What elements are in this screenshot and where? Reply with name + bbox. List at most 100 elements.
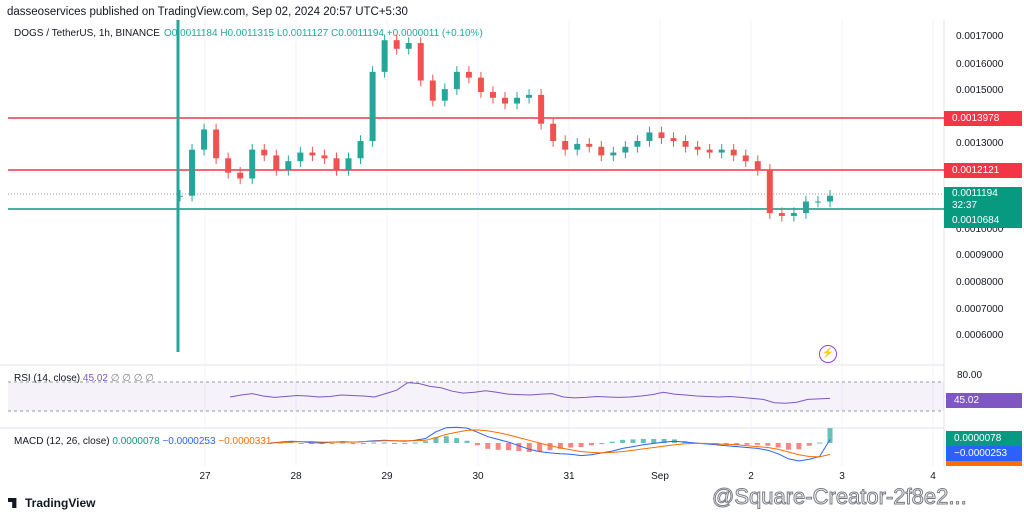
time-label: 31 — [563, 471, 575, 482]
time-label: 3 — [839, 471, 845, 482]
candle-body — [321, 155, 328, 159]
macd-hist-bar — [620, 439, 626, 443]
candle-body — [827, 195, 833, 202]
candle-body — [682, 141, 689, 147]
candle-body — [718, 149, 725, 153]
candle-body — [538, 94, 545, 124]
candle-body — [357, 141, 364, 159]
macd-hist-bar — [267, 443, 273, 444]
tradingview-logo[interactable]: TradingView — [8, 496, 95, 510]
candle-body — [417, 43, 424, 81]
macd-hist-bar — [464, 440, 470, 443]
candle-body — [369, 71, 376, 142]
candle-body — [742, 155, 749, 162]
current-price-tag: 0.0011194 32:37 — [944, 187, 1022, 213]
price-tick: 0.0015000 — [956, 85, 1004, 96]
candle-body — [213, 129, 220, 159]
candle-body — [514, 97, 521, 104]
candle-body — [273, 155, 280, 170]
macd-hist-bar — [651, 438, 657, 443]
candle-body — [634, 141, 641, 147]
price-tick: 0.0008000 — [956, 277, 1004, 288]
macd-tag: 0.0000078 — [946, 431, 1022, 446]
brand-name: TradingView — [25, 496, 96, 510]
bar-countdown: 32:37 — [952, 200, 978, 211]
macd-hist-bar — [827, 428, 833, 443]
macd-hist-bar — [308, 443, 314, 444]
candle-body — [225, 158, 232, 173]
macd-hist-bar — [817, 442, 823, 444]
macd-hist-bar — [630, 439, 636, 443]
candle-body — [261, 149, 268, 156]
macd-hist-bar — [288, 442, 294, 444]
macd-hist-bar — [806, 443, 812, 446]
candle-body — [309, 152, 316, 156]
candle-body — [622, 146, 629, 153]
symbol-legend: DOGS / TetherUS, 1h, BINANCE O0.0011184 H… — [14, 28, 483, 39]
macd-hist-bar — [350, 443, 356, 444]
macd-hist-bar — [423, 441, 429, 443]
watermark-text: @Square-Creator-2f8e2... — [712, 484, 968, 510]
ohlc-values: O0.0011184 H0.0011315 L0.0011127 C0.0011… — [163, 28, 483, 39]
macd-hist-bar — [371, 442, 377, 444]
macd-hist-bar — [588, 443, 594, 446]
hist-value: −0.0000331 — [218, 436, 272, 447]
macd-hist-bar — [381, 442, 387, 444]
macd-hist-bar — [537, 443, 543, 452]
rsi-title: RSI (14, close) — [14, 373, 81, 384]
macd-histogram — [267, 428, 833, 452]
macd-hist-bar — [329, 443, 335, 444]
macd-hist-bar — [796, 443, 802, 450]
candle-body — [754, 161, 761, 170]
macd-legend[interactable]: MACD (12, 26, close) 0.0000078 −0.000025… — [14, 436, 271, 447]
lightning-icon[interactable]: ⚡ — [819, 345, 837, 363]
candle-body — [285, 161, 292, 170]
macd-hist-bar — [786, 443, 792, 450]
candle-body — [189, 149, 196, 196]
macd-value: 0.0000078 — [112, 436, 160, 447]
rsi-value: 45.02 — [82, 373, 108, 384]
macd-hist-bar — [298, 443, 304, 444]
level-tag-upper: 0.0013978 — [944, 111, 1022, 126]
macd-hist-bar — [734, 443, 740, 445]
candle-body — [778, 213, 785, 216]
time-label: Sep — [651, 471, 669, 482]
candle-body — [694, 146, 701, 150]
macd-hist-bar — [506, 443, 512, 451]
rsi-tag: 45.02 — [946, 393, 1022, 408]
candle-body — [345, 158, 352, 170]
macd-hist-bar — [516, 443, 522, 452]
candle-body — [502, 97, 508, 104]
macd-hist-bar — [495, 443, 501, 450]
price-axis[interactable]: 0.0017000 0.0016000 0.0015000 0.0013000 … — [944, 25, 1024, 360]
time-label: 2 — [748, 471, 754, 482]
symbol-name[interactable]: DOGS / TetherUS, 1h, BINANCE — [14, 28, 160, 39]
time-label: 27 — [199, 471, 211, 482]
tradingview-logo-icon — [8, 498, 17, 508]
current-price-value: 0.0011194 — [952, 188, 998, 199]
hist-tag — [946, 461, 1022, 466]
macd-hist-bar — [578, 443, 584, 448]
rsi-legend[interactable]: RSI (14, close) 45.02 ∅ ∅ ∅ ∅ — [14, 373, 154, 384]
candle-body — [562, 141, 569, 150]
price-tick: 0.0017000 — [956, 31, 1004, 42]
candle-body — [706, 149, 713, 153]
macd-hist-bar — [547, 443, 553, 451]
signal-line — [269, 429, 831, 458]
candle-body — [586, 143, 593, 147]
macd-title: MACD (12, 26, close) — [14, 436, 110, 447]
candle-body — [453, 71, 460, 90]
candle-body — [814, 201, 821, 203]
candle-body — [381, 40, 388, 72]
macd-hist-bar — [599, 443, 605, 444]
signal-tag: −0.0000253 — [946, 446, 1022, 461]
rsi-axis-tick: 80.00 — [957, 370, 983, 381]
macd-hist-bar — [609, 441, 615, 443]
price-tick: 0.0007000 — [956, 304, 1004, 315]
candle-body — [201, 129, 208, 150]
time-label: 4 — [930, 471, 936, 482]
candle-body — [574, 143, 581, 150]
candle-body — [405, 43, 412, 49]
price-tick: 0.0006000 — [956, 330, 1004, 341]
